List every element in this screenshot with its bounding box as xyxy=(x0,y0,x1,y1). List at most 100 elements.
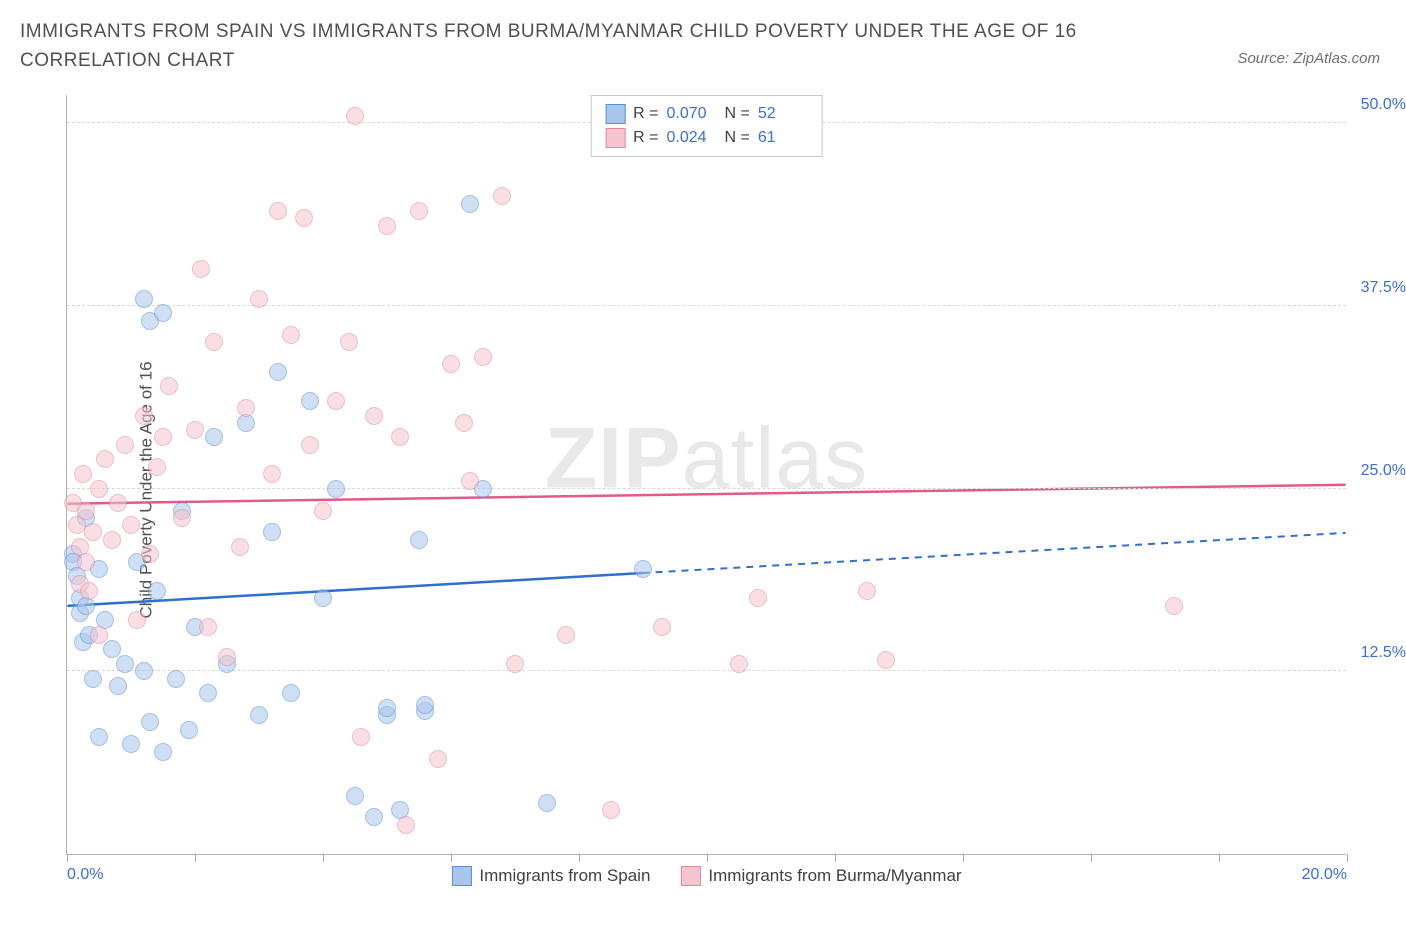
x-tick xyxy=(835,854,836,862)
y-tick-label: 50.0% xyxy=(1361,96,1406,114)
data-point xyxy=(205,428,223,446)
data-point xyxy=(346,107,364,125)
data-point xyxy=(378,699,396,717)
data-point xyxy=(84,670,102,688)
data-point xyxy=(141,713,159,731)
data-point xyxy=(263,523,281,541)
n-value-burma: 61 xyxy=(758,126,808,150)
data-point xyxy=(90,480,108,498)
data-point xyxy=(391,428,409,446)
data-point xyxy=(397,816,415,834)
x-tick xyxy=(707,854,708,862)
x-tick-label: 0.0% xyxy=(67,866,103,884)
data-point xyxy=(135,407,153,425)
data-point xyxy=(877,651,895,669)
legend-row-burma: R = 0.024 N = 61 xyxy=(605,126,808,150)
swatch-burma xyxy=(680,866,700,886)
x-tick xyxy=(323,854,324,862)
x-tick xyxy=(579,854,580,862)
y-tick-label: 25.0% xyxy=(1361,462,1406,480)
data-point xyxy=(506,655,524,673)
data-point xyxy=(90,626,108,644)
data-point xyxy=(378,217,396,235)
data-point xyxy=(327,480,345,498)
data-point xyxy=(154,743,172,761)
data-point xyxy=(314,502,332,520)
data-point xyxy=(301,392,319,410)
r-value-burma: 0.024 xyxy=(667,126,717,150)
x-tick xyxy=(1091,854,1092,862)
series-label-spain: Immigrants from Spain xyxy=(479,866,650,886)
data-point xyxy=(96,450,114,468)
data-point xyxy=(103,531,121,549)
swatch-spain xyxy=(451,866,471,886)
source-label: Source: ZipAtlas.com xyxy=(1237,50,1380,67)
data-point xyxy=(180,721,198,739)
x-tick xyxy=(1219,854,1220,862)
legend-item-spain: Immigrants from Spain xyxy=(451,866,650,886)
r-label: R = xyxy=(633,102,658,126)
x-tick-label: 20.0% xyxy=(1302,866,1347,884)
data-point xyxy=(135,290,153,308)
data-point xyxy=(218,648,236,666)
data-point xyxy=(154,428,172,446)
data-point xyxy=(231,538,249,556)
data-point xyxy=(1165,597,1183,615)
data-point xyxy=(250,706,268,724)
data-point xyxy=(109,494,127,512)
data-point xyxy=(186,421,204,439)
data-point xyxy=(103,640,121,658)
data-point xyxy=(192,260,210,278)
data-point xyxy=(141,545,159,563)
swatch-spain xyxy=(605,104,625,124)
r-value-spain: 0.070 xyxy=(667,102,717,126)
data-point xyxy=(128,611,146,629)
data-point xyxy=(122,735,140,753)
x-tick xyxy=(67,854,68,862)
n-label: N = xyxy=(725,126,750,150)
data-point xyxy=(116,436,134,454)
data-point xyxy=(160,377,178,395)
data-point xyxy=(634,560,652,578)
series-label-burma: Immigrants from Burma/Myanmar xyxy=(708,866,961,886)
swatch-burma xyxy=(605,128,625,148)
data-point xyxy=(410,202,428,220)
data-point xyxy=(474,348,492,366)
data-point xyxy=(199,618,217,636)
data-point xyxy=(295,209,313,227)
data-point xyxy=(84,523,102,541)
data-point xyxy=(653,618,671,636)
watermark: ZIPatlas xyxy=(545,410,868,509)
data-point xyxy=(602,801,620,819)
x-tick xyxy=(963,854,964,862)
n-label: N = xyxy=(725,102,750,126)
data-point xyxy=(250,290,268,308)
y-tick-label: 12.5% xyxy=(1361,644,1406,662)
data-point xyxy=(346,787,364,805)
series-legend: Immigrants from Spain Immigrants from Bu… xyxy=(451,866,961,886)
data-point xyxy=(116,655,134,673)
data-point xyxy=(314,589,332,607)
chart-title: IMMIGRANTS FROM SPAIN VS IMMIGRANTS FROM… xyxy=(20,18,1100,75)
data-point xyxy=(365,407,383,425)
data-point xyxy=(442,355,460,373)
y-tick-label: 37.5% xyxy=(1361,279,1406,297)
data-point xyxy=(109,677,127,695)
data-point xyxy=(173,509,191,527)
data-point xyxy=(352,728,370,746)
data-point xyxy=(80,582,98,600)
data-point xyxy=(493,187,511,205)
data-point xyxy=(461,472,479,490)
data-point xyxy=(135,662,153,680)
data-point xyxy=(749,589,767,607)
data-point xyxy=(455,414,473,432)
r-label: R = xyxy=(633,126,658,150)
data-point xyxy=(327,392,345,410)
x-tick xyxy=(451,854,452,862)
data-point xyxy=(410,531,428,549)
legend-item-burma: Immigrants from Burma/Myanmar xyxy=(680,866,961,886)
stats-legend: R = 0.070 N = 52 R = 0.024 N = 61 xyxy=(590,95,823,157)
scatter-plot: ZIPatlas R = 0.070 N = 52 R = 0.024 N = … xyxy=(66,95,1346,855)
data-point xyxy=(282,684,300,702)
data-point xyxy=(301,436,319,454)
